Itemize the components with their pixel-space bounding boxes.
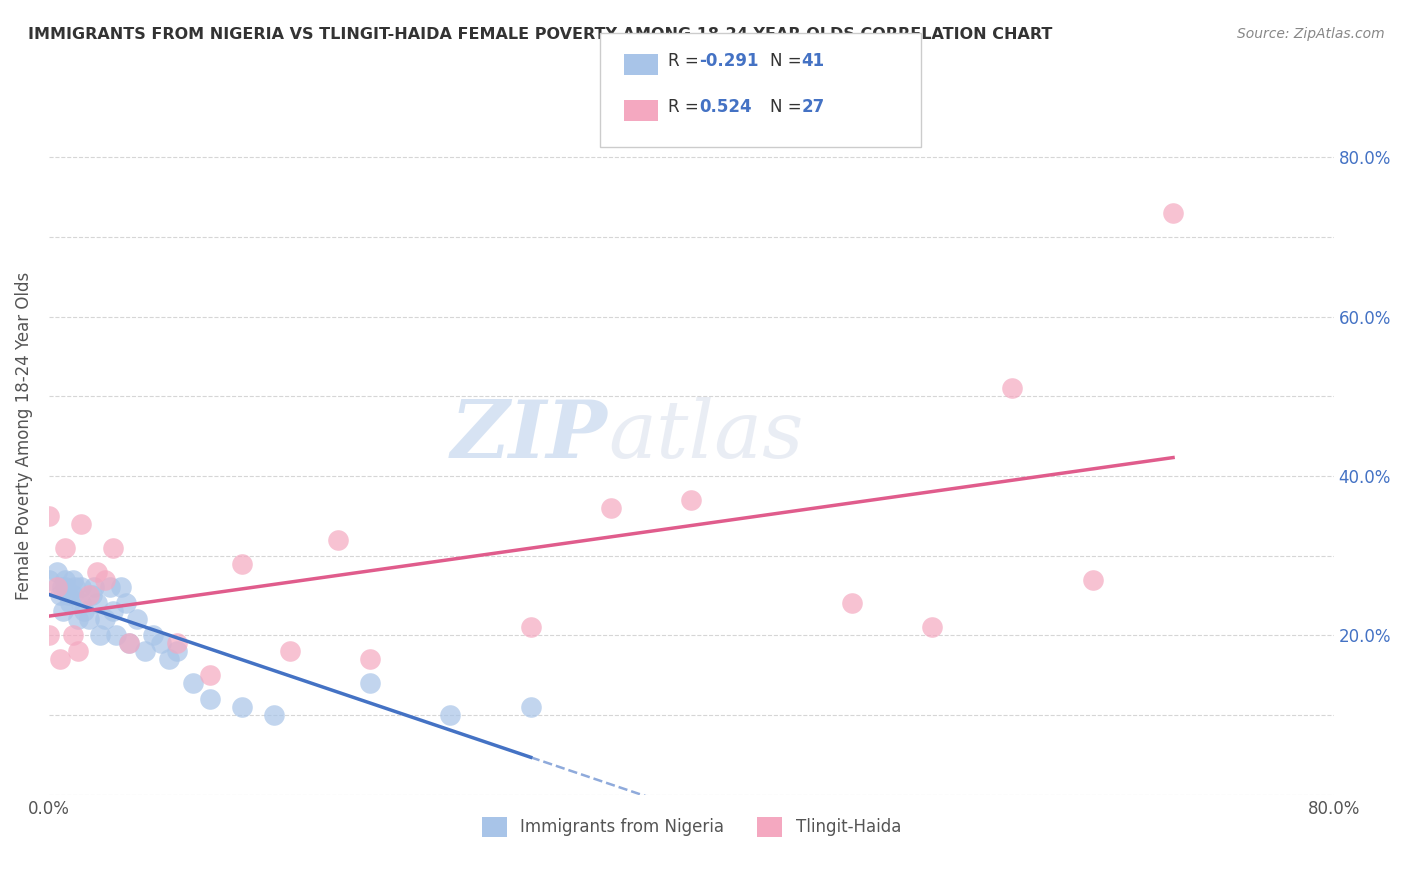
- Point: [38, 628, 60, 642]
- Point: [49, 589, 72, 603]
- Point: [53, 573, 76, 587]
- Text: R =: R =: [668, 52, 704, 70]
- Text: atlas: atlas: [607, 397, 803, 475]
- Point: [49, 652, 72, 666]
- Point: [46, 581, 69, 595]
- Point: [38, 573, 60, 587]
- Text: IMMIGRANTS FROM NIGERIA VS TLINGIT-HAIDA FEMALE POVERTY AMONG 18-24 YEAR OLDS CO: IMMIGRANTS FROM NIGERIA VS TLINGIT-HAIDA…: [28, 27, 1053, 42]
- Point: [53, 581, 76, 595]
- Point: [118, 636, 141, 650]
- Text: Source: ZipAtlas.com: Source: ZipAtlas.com: [1237, 27, 1385, 41]
- Point: [231, 557, 253, 571]
- Point: [166, 644, 188, 658]
- Point: [62, 589, 84, 603]
- Point: [59, 596, 82, 610]
- Y-axis label: Female Poverty Among 18-24 Year Olds: Female Poverty Among 18-24 Year Olds: [15, 272, 32, 600]
- Point: [115, 596, 138, 610]
- Point: [63, 581, 86, 595]
- Point: [183, 676, 205, 690]
- Point: [70, 581, 93, 595]
- Point: [73, 604, 96, 618]
- Point: [681, 492, 703, 507]
- Point: [1161, 206, 1184, 220]
- Point: [519, 620, 541, 634]
- Point: [921, 620, 943, 634]
- Point: [359, 652, 381, 666]
- Point: [359, 676, 381, 690]
- Point: [600, 500, 623, 515]
- Point: [166, 636, 188, 650]
- Point: [150, 636, 173, 650]
- Text: 41: 41: [801, 52, 824, 70]
- Point: [66, 612, 89, 626]
- Point: [519, 700, 541, 714]
- Point: [1001, 381, 1024, 395]
- Point: [134, 644, 156, 658]
- Point: [98, 581, 121, 595]
- Text: 27: 27: [801, 98, 825, 116]
- Point: [263, 708, 285, 723]
- Point: [439, 708, 461, 723]
- Legend: Immigrants from Nigeria, Tlingit-Haida: Immigrants from Nigeria, Tlingit-Haida: [475, 810, 908, 844]
- Point: [58, 589, 80, 603]
- Point: [62, 573, 84, 587]
- Point: [142, 628, 165, 642]
- Point: [841, 596, 863, 610]
- Point: [1081, 573, 1104, 587]
- Point: [70, 596, 93, 610]
- Point: [198, 692, 221, 706]
- Point: [46, 565, 69, 579]
- Point: [83, 581, 105, 595]
- Point: [94, 612, 117, 626]
- Point: [278, 644, 301, 658]
- Point: [62, 628, 84, 642]
- Point: [89, 628, 111, 642]
- Text: -0.291: -0.291: [699, 52, 758, 70]
- Point: [231, 700, 253, 714]
- Point: [66, 644, 89, 658]
- Point: [82, 589, 104, 603]
- Point: [105, 628, 128, 642]
- Point: [103, 604, 125, 618]
- Point: [118, 636, 141, 650]
- Point: [86, 565, 108, 579]
- Text: R =: R =: [668, 98, 704, 116]
- Point: [51, 581, 73, 595]
- Point: [94, 573, 117, 587]
- Point: [53, 541, 76, 555]
- Text: N =: N =: [770, 98, 807, 116]
- Point: [326, 533, 349, 547]
- Point: [110, 581, 132, 595]
- Point: [103, 541, 125, 555]
- Point: [52, 604, 75, 618]
- Point: [77, 589, 100, 603]
- Point: [198, 668, 221, 682]
- Text: N =: N =: [770, 52, 807, 70]
- Point: [86, 596, 108, 610]
- Point: [157, 652, 180, 666]
- Text: ZIP: ZIP: [451, 397, 607, 475]
- Text: 0.524: 0.524: [699, 98, 751, 116]
- Point: [70, 516, 93, 531]
- Point: [127, 612, 149, 626]
- Point: [77, 612, 100, 626]
- Point: [38, 508, 60, 523]
